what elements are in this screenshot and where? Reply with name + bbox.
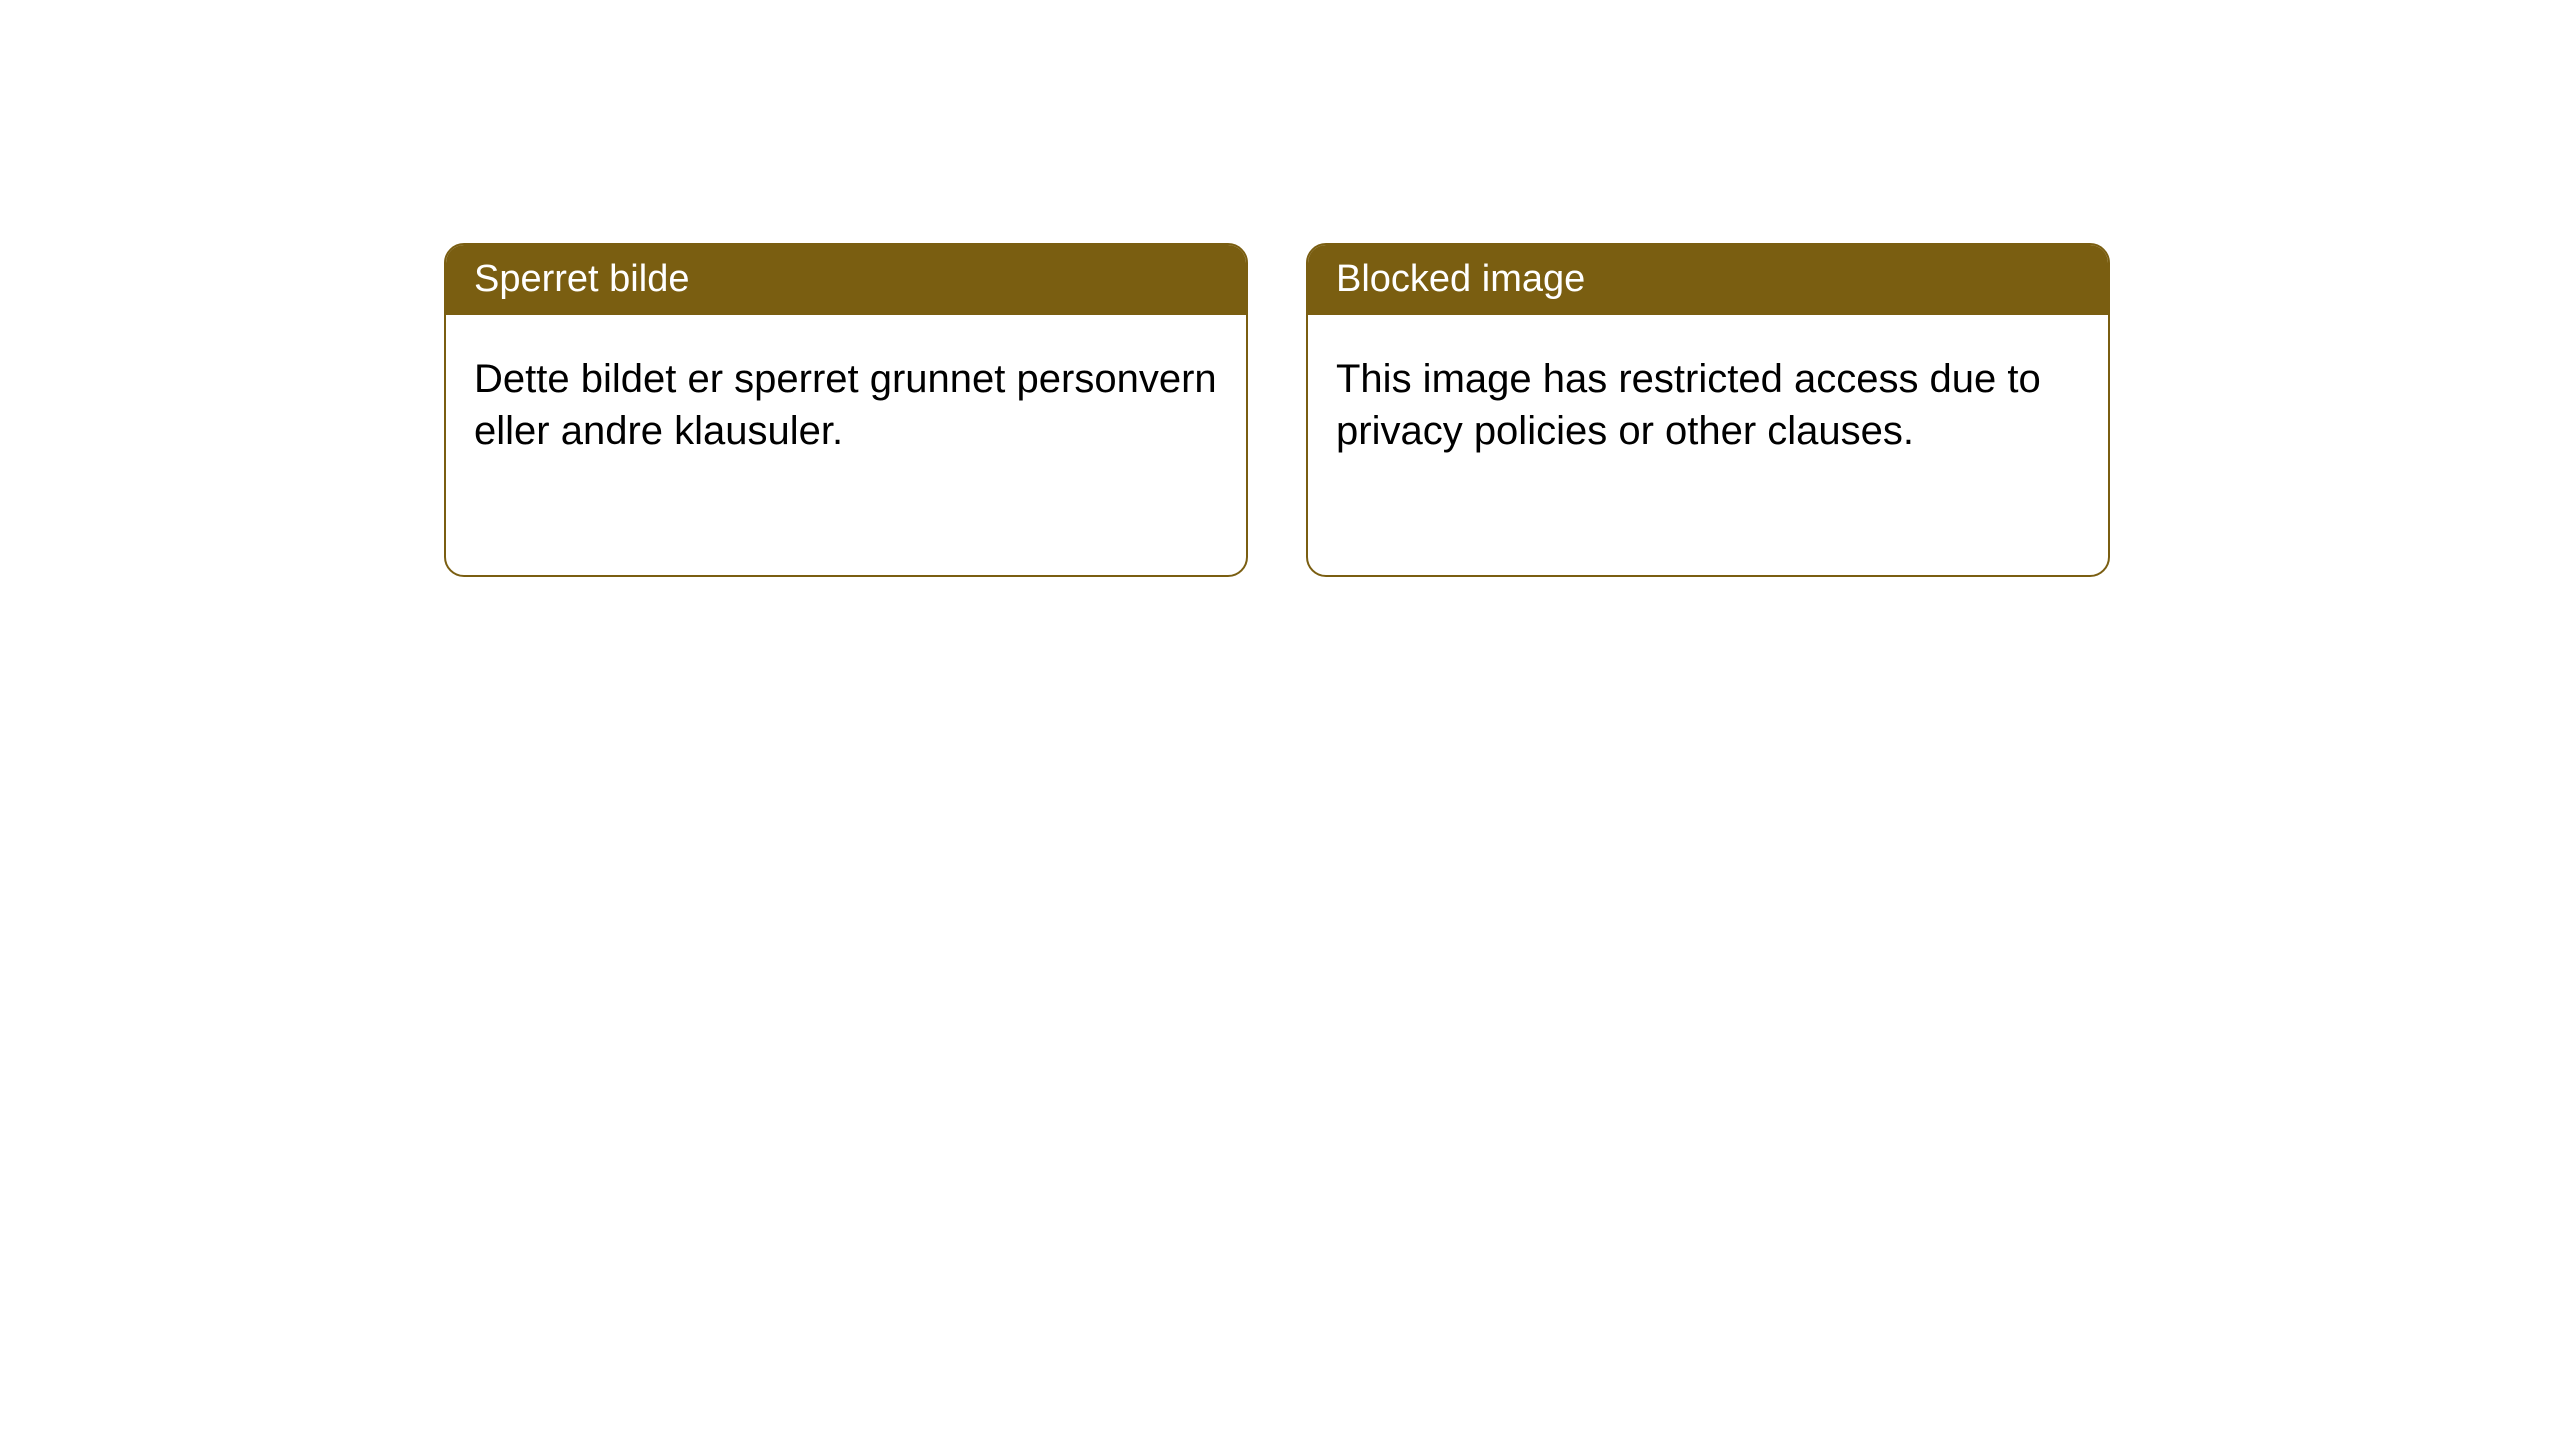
notice-card-norwegian: Sperret bilde Dette bildet er sperret gr… (444, 243, 1248, 577)
notice-card-title: Blocked image (1308, 245, 2108, 315)
notice-card-body: Dette bildet er sperret grunnet personve… (446, 315, 1246, 495)
notice-card-container: Sperret bilde Dette bildet er sperret gr… (444, 243, 2110, 577)
notice-card-title: Sperret bilde (446, 245, 1246, 315)
notice-card-english: Blocked image This image has restricted … (1306, 243, 2110, 577)
notice-card-body: This image has restricted access due to … (1308, 315, 2108, 495)
